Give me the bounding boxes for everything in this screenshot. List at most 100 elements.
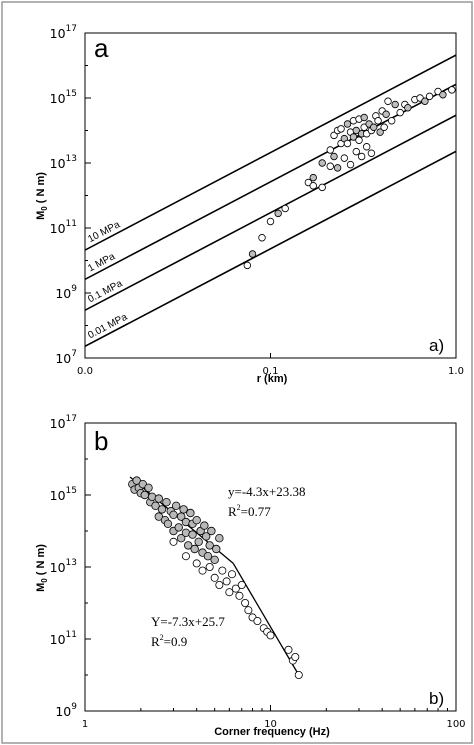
panel-b: b b) 109 1011 1013 1015 1017 1 10 100 Corner f… (35, 414, 466, 738)
panel-a-data-point (330, 152, 338, 161)
panel-a-data-point (380, 123, 388, 131)
panel-b-y-tick-label: 1011 (50, 630, 77, 647)
panel-b-fit-r2: R2=0.9 (151, 633, 187, 649)
panel-a-data-point (248, 250, 257, 258)
panel-b-plot-frame (84, 422, 457, 712)
panel-a-y-axis-label: M0 ( N m) (35, 172, 49, 220)
panel-a-data-point (343, 139, 352, 148)
panel-a-data-point (274, 209, 282, 218)
panel-a-data-point (421, 97, 429, 105)
panel-b-x-axis-label: Corner frequency (Hz) (214, 726, 330, 738)
panel-b-filled-point (190, 544, 199, 554)
panel-b-filled-point (179, 505, 188, 514)
panel-b-open-point (291, 653, 300, 662)
panel-b-filled-point (201, 532, 211, 541)
panel-a-data-point (340, 154, 349, 162)
panel-a-plot-frame (84, 32, 457, 359)
panel-a-data-point (439, 91, 447, 99)
panel-a-data-point (258, 234, 266, 242)
panel-a-x-tick-label: 0.0 (77, 366, 93, 377)
panel-a-data-point (360, 113, 368, 122)
panel-b-x-tick-label: 100 (446, 719, 465, 730)
panel-b-open-point (227, 570, 236, 579)
panel-b-filled-point (171, 501, 181, 510)
panel-a-data-point (343, 120, 352, 128)
panel-b-filled-point (157, 505, 167, 514)
panel-b-equations: y=-4.3x+23.38 R2=0.77 Y=-7.3x+25.7 R2=0.9 (151, 484, 306, 649)
panel-a-data-point (352, 126, 360, 135)
panel-b-filled-point (210, 555, 219, 564)
panel-b-corner-letter: b) (429, 689, 444, 708)
panel-b-open-point (222, 577, 231, 586)
panel-a-y-tick-label: 1011 (50, 219, 77, 236)
panel-b-fit-line (232, 563, 300, 676)
panel-a-data-point (382, 110, 390, 118)
panel-a-data-point (309, 173, 317, 182)
panel-a-data-point (355, 136, 363, 144)
panel-b-open-point (205, 563, 214, 572)
panel-a-x-ticks: 0.0 0.1 1.0 (77, 353, 464, 377)
panel-a-data-point (326, 146, 334, 154)
panel-a-y-tick-label: 109 (55, 284, 77, 301)
panel-b-open-point (237, 581, 246, 590)
panel-a-data-point (404, 104, 412, 112)
panel-a-y-tick-label: 1015 (50, 89, 77, 106)
panel-a-data-point (318, 159, 326, 167)
panel-b-filled-point (140, 490, 149, 500)
panel-a-data-point (330, 131, 338, 140)
panel-b-open-point (218, 566, 227, 575)
panel-b-fit-equation: y=-4.3x+23.38 (228, 484, 306, 499)
panel-a-data-point (391, 100, 399, 109)
panel-a-data-point (384, 97, 392, 105)
panel-b-filled-point (163, 519, 173, 528)
panel-b-letter: b (94, 426, 108, 456)
panel-b-filled-point (205, 541, 214, 550)
panel-b-open-point (284, 645, 293, 654)
panel-b-filled-point (176, 534, 186, 543)
panel-a-data-point (349, 133, 358, 141)
panel-a-data-point (369, 123, 378, 131)
panel-b-filled-point (151, 501, 160, 510)
panel-a-y-tick-label: 107 (55, 349, 77, 366)
panel-a-data-point (266, 217, 275, 226)
panel-a-letter: a (94, 33, 109, 63)
panel-a-y-tick-label: 1013 (50, 154, 77, 171)
panel-b-filled-point (144, 483, 153, 492)
panel-a-stress-line (85, 150, 456, 348)
panel-b-open-point (210, 573, 219, 582)
panel-b-filled-point (154, 494, 164, 503)
panel-b-filled-point (192, 516, 201, 525)
panel-b-filled-point (174, 523, 183, 532)
panel-b-open-point (192, 559, 201, 568)
panel-a-data-point (425, 92, 434, 101)
panel-b-filled-point (194, 537, 203, 546)
panel-a-data-point (367, 149, 376, 157)
panel-a-data-point (448, 86, 456, 94)
panel-a-data-point (352, 147, 360, 156)
panel-a-data-point (357, 152, 366, 161)
panel-a-stress-line (85, 83, 456, 281)
panel-b-x-tick-label: 1 (82, 719, 88, 730)
panel-b-filled-point (186, 508, 195, 518)
panel-b-filled-point (200, 521, 209, 530)
panel-b-y-tick-label: 1017 (50, 414, 77, 431)
panel-b-open-point (266, 631, 275, 640)
panel-a-x-tick-label: 0.1 (263, 366, 279, 377)
panel-b-open-point (253, 617, 262, 626)
panel-b-y-tick-label: 1013 (50, 558, 77, 575)
panel-b-x-ticks: 1 10 100 (82, 705, 466, 730)
panel-b-filled-point (215, 534, 224, 543)
panel-a-data-point (374, 117, 382, 125)
panel-b-filled-point (188, 530, 197, 539)
panel-a-data-point (318, 183, 326, 192)
panel-b-x-tick-label: 10 (264, 719, 277, 730)
panel-b-y-tick-label: 109 (55, 702, 77, 719)
panel-b-open-point (294, 671, 303, 680)
panel-a-data-point (387, 117, 396, 125)
panel-a-stress-line (85, 54, 456, 251)
panel-a-points (243, 86, 456, 270)
panel-b-y-ticks: 109 1011 1013 1015 1017 (50, 414, 91, 719)
panel-b-open-point (225, 588, 234, 597)
panel-a-stress-line-label: 10 MPa (86, 219, 122, 245)
